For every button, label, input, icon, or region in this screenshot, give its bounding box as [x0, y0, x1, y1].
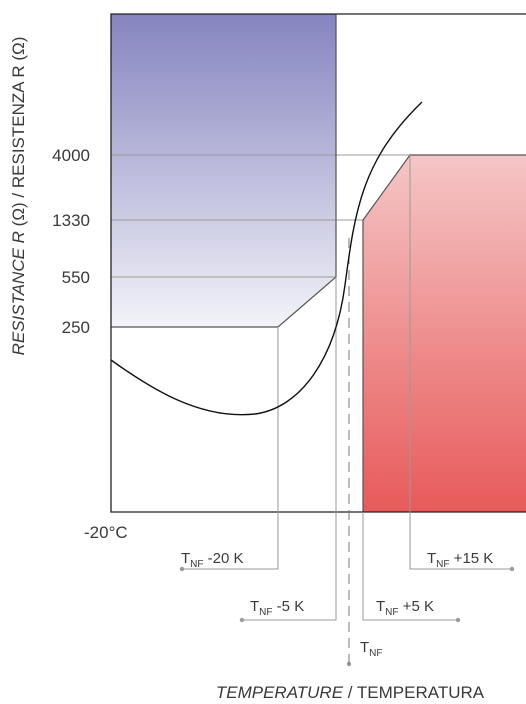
marker-label-tnf: TNF: [360, 639, 383, 659]
resistance-curve: [110, 101, 423, 416]
low-zone-outline: [111, 14, 337, 328]
y-tick-1330: 1330: [52, 211, 90, 230]
y-tick-550: 550: [62, 268, 90, 287]
marker-dots: [179, 566, 515, 667]
high-resistance-zone: [363, 155, 526, 512]
marker-label-minus-20k: TNF -20 K: [181, 550, 244, 570]
marker-line-minus-5k: [242, 277, 337, 621]
y-tick-4000: 4000: [52, 146, 90, 165]
marker-dot-plus-5k: [455, 617, 461, 623]
low-resistance-zone: [111, 14, 336, 327]
y-tick-250: 250: [62, 318, 90, 337]
marker-line-plus-15k: [409, 155, 512, 570]
marker-dot-minus-20k: [179, 566, 185, 572]
marker-line-plus-5k: [362, 512, 458, 621]
marker-label-minus-5k: TNF -5 K: [250, 598, 304, 618]
y-axis-label: RESISTANCE R (Ω) / RESISTENZA R (Ω): [9, 37, 28, 356]
marker-dot-minus-5k: [239, 617, 245, 623]
marker-label-plus-5k: TNF +5 K: [376, 598, 434, 618]
high-zone-outline: [362, 154, 526, 512]
plot-frame: [110, 13, 526, 513]
x-start-label: -20°C: [84, 523, 128, 542]
x-axis-label: TEMPERATURE / TEMPERATURA: [216, 683, 485, 702]
marker-dot-plus-15k: [509, 566, 515, 572]
y-tick-labels: 4000 1330 550 250: [52, 146, 90, 337]
marker-label-plus-15k: TNF +15 K: [427, 550, 493, 570]
marker-line-minus-20k: [182, 327, 279, 570]
